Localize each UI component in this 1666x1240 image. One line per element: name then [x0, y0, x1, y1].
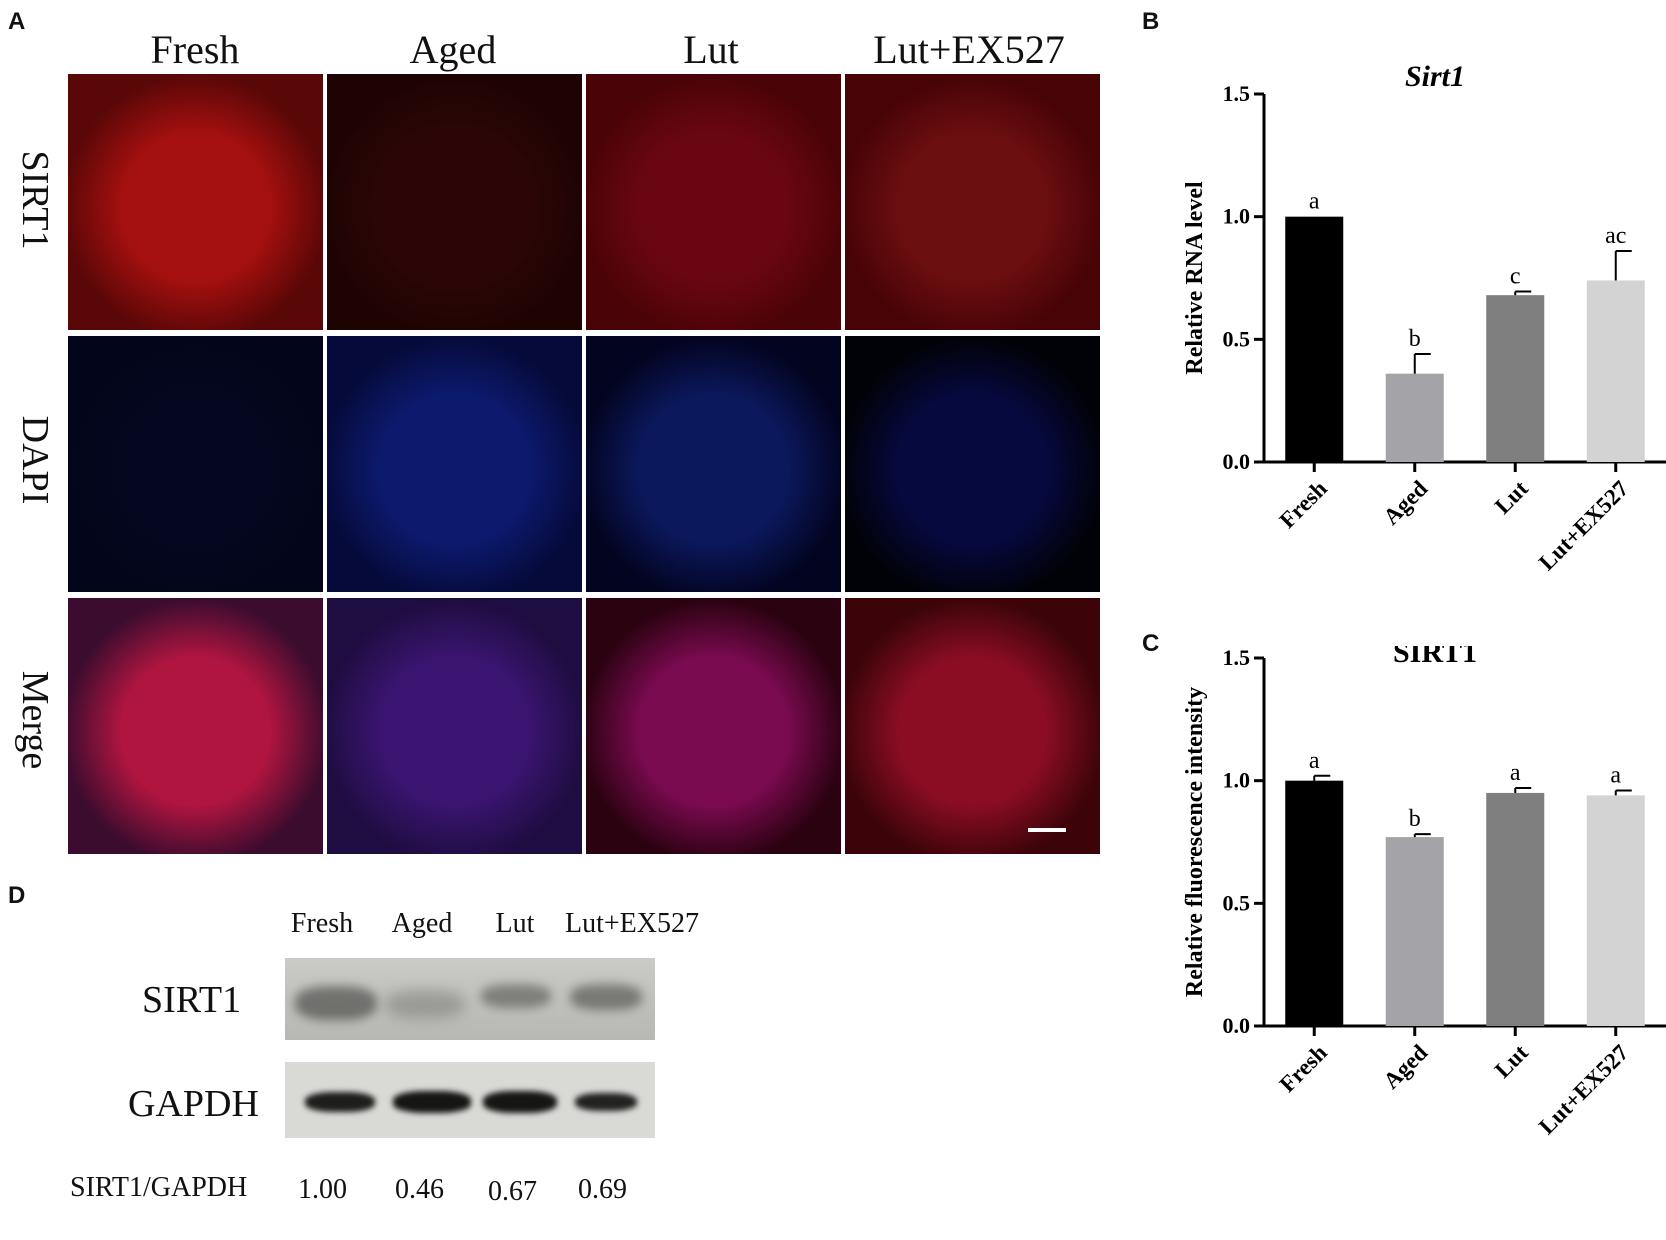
x-tick-label: Lut: [1490, 476, 1533, 519]
y-tick-label: 0.5: [1223, 326, 1251, 351]
band-gapdh-aged: [393, 1091, 471, 1113]
band-gapdh-lut-ex527: [575, 1093, 637, 1111]
lane-label-fresh: Fresh: [290, 908, 354, 939]
chart-title: Sirt1: [1405, 60, 1465, 93]
significance-letter: ac: [1605, 223, 1626, 249]
x-tick-label: Fresh: [1275, 476, 1332, 533]
band-sirt1-aged: [385, 990, 465, 1018]
micrograph-merge-2: [327, 598, 582, 854]
x-tick-label: Lut+EX527: [1534, 1040, 1633, 1139]
bar-2: [1385, 373, 1444, 462]
panel-label-d: D: [8, 882, 26, 909]
row-header-dapi: DAPI: [14, 415, 56, 505]
ratio-fresh: 1.00: [298, 1174, 347, 1205]
bar-4: [1586, 795, 1645, 1026]
chart-title: SIRT1: [1393, 646, 1477, 669]
y-tick-label: 1.5: [1223, 646, 1251, 670]
ratio-lut-ex527: 0.69: [578, 1174, 627, 1205]
panel-label-c: C: [1142, 630, 1160, 657]
micrograph-dapi-1: [68, 336, 323, 592]
row-header-sirt1: SIRT1: [14, 150, 56, 250]
blot-label-sirt1: SIRT1: [142, 979, 242, 1021]
scale-bar: [1028, 828, 1066, 832]
band-sirt1-fresh: [295, 986, 377, 1020]
significance-letter: c: [1510, 263, 1521, 289]
significance-letter: b: [1409, 806, 1421, 832]
micrograph-sirt1-1: [68, 74, 323, 330]
lane-label-lut-ex527: Lut+EX527: [565, 908, 699, 939]
significance-letter: a: [1610, 762, 1621, 788]
blot-gapdh: [285, 1062, 655, 1138]
chart-sirt1-fluorescence: SIRT1 Relative fluorescence intensity 0.0 0…: [1182, 646, 1666, 1139]
panel-label-a: A: [8, 8, 26, 35]
bar-1: [1285, 216, 1344, 462]
y-tick-label: 0.0: [1223, 449, 1251, 474]
x-tick-label: Fresh: [1275, 1040, 1332, 1097]
row-header-merge: Merge: [14, 670, 56, 770]
y-tick-label: 1.0: [1223, 204, 1251, 229]
y-tick-label: 1.0: [1223, 768, 1251, 793]
blot-sirt1: [285, 958, 655, 1040]
lane-label-aged: Aged: [391, 908, 453, 939]
micrograph-sirt1-4: [845, 74, 1100, 330]
micrograph-sirt1-2: [327, 74, 582, 330]
blot-smudge: [285, 958, 655, 1040]
band-sirt1-lut: [481, 984, 551, 1008]
bar-4: [1586, 280, 1645, 462]
significance-letter: a: [1309, 748, 1320, 774]
y-axis-label: Relative RNA level: [1182, 181, 1208, 375]
x-tick-label: Aged: [1378, 476, 1432, 530]
column-header-aged: Aged: [409, 27, 497, 72]
column-header-lut-ex527: Lut+EX527: [873, 27, 1065, 72]
micrograph-merge-1: [68, 598, 323, 854]
column-header-lut: Lut: [683, 27, 739, 72]
chart-sirt1-rna: Sirt1 Relative RNA level 0.0 0.5 1.0 1.5 a Fres…: [1182, 60, 1666, 575]
x-tick-label: Lut: [1490, 1040, 1533, 1083]
ratio-label: SIRT1/GAPDH: [70, 1172, 248, 1203]
micrograph-sirt1-3: [586, 74, 841, 330]
micrograph-dapi-3: [586, 336, 841, 592]
significance-letter: a: [1309, 189, 1320, 215]
bar-3: [1486, 792, 1545, 1026]
panel-label-b: B: [1142, 8, 1160, 35]
ratio-aged: 0.46: [395, 1174, 444, 1205]
ratio-lut: 0.67: [488, 1176, 537, 1207]
y-axis-label: Relative fluorescence intensity: [1182, 687, 1208, 997]
y-tick-label: 0.0: [1223, 1013, 1251, 1038]
significance-letter: b: [1409, 326, 1421, 352]
column-header-fresh: Fresh: [150, 27, 240, 72]
x-tick-label: Lut+EX527: [1534, 476, 1633, 575]
micrograph-merge-3: [586, 598, 841, 854]
band-gapdh-fresh: [305, 1092, 375, 1112]
micrograph-dapi-4: [845, 336, 1100, 592]
bar-1: [1285, 780, 1344, 1026]
significance-letter: a: [1510, 760, 1521, 786]
micrograph-dapi-2: [327, 336, 582, 592]
blot-label-gapdh: GAPDH: [128, 1083, 259, 1125]
y-tick-label: 1.5: [1223, 81, 1251, 106]
band-gapdh-lut: [483, 1091, 557, 1113]
micrograph-merge-4: [845, 598, 1100, 854]
bar-2: [1385, 837, 1444, 1026]
bar-3: [1486, 295, 1545, 462]
band-sirt1-lut-ex527: [570, 984, 642, 1010]
microscopy-grid: [68, 74, 1102, 854]
lane-label-lut: Lut: [495, 908, 535, 939]
x-tick-label: Aged: [1378, 1040, 1432, 1094]
y-tick-label: 0.5: [1223, 890, 1251, 915]
